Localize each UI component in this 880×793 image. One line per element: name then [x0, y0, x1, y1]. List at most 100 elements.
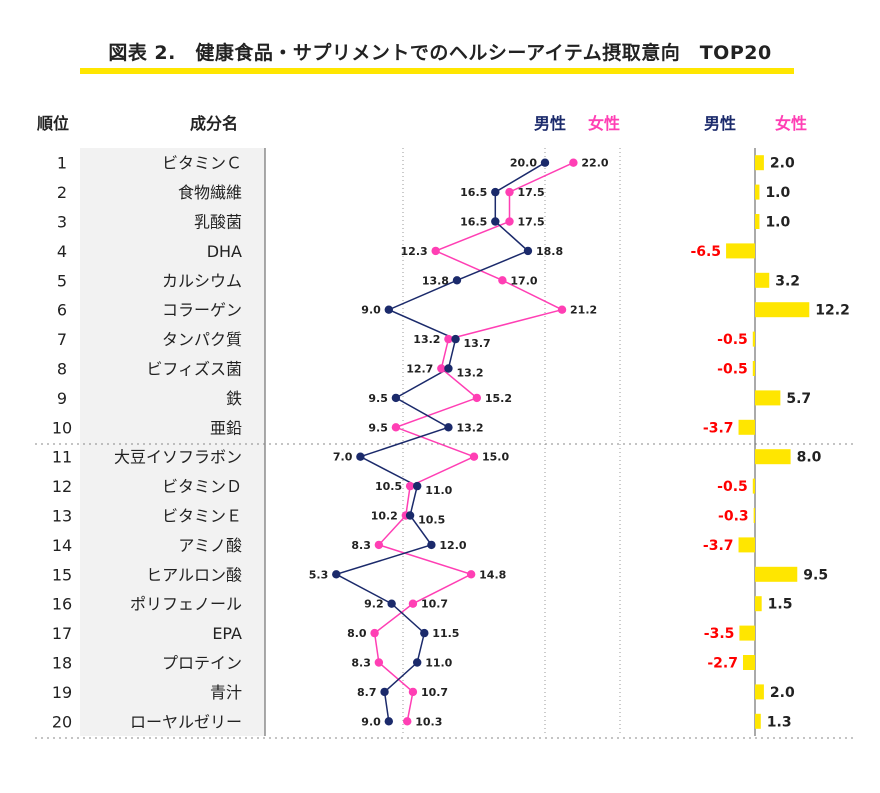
female-point: [505, 217, 514, 226]
diff-value-label: 3.2: [775, 273, 800, 289]
male-point: [380, 687, 389, 697]
diff-value-label: -0.5: [717, 362, 748, 378]
ingredient-name: 食物繊維: [178, 183, 242, 202]
ingredient-name: EPA: [212, 624, 242, 643]
ingredient-name: 大豆イソフラボン: [114, 448, 242, 467]
female-value-label: 12.7: [406, 363, 433, 376]
female-value-label: 8.3: [351, 657, 371, 670]
diff-bar: [755, 302, 810, 318]
male-value-label: 13.2: [456, 367, 483, 380]
female-value-label: 8.0: [347, 627, 367, 640]
male-value-label: 13.2: [456, 421, 483, 434]
diff-value-label: 5.7: [786, 391, 811, 407]
ingredient-name: ローヤルゼリー: [130, 712, 242, 731]
diff-value-label: -3.7: [703, 420, 734, 436]
female-point: [405, 481, 415, 491]
female-point: [472, 393, 482, 403]
rank-number: 1: [57, 154, 67, 173]
female-point: [408, 687, 418, 697]
male-value-label: 10.5: [418, 514, 445, 527]
male-value-label: 16.5: [460, 216, 487, 229]
diff-bar: [742, 655, 755, 670]
female-value-label: 17.5: [518, 186, 545, 199]
rank-number: 10: [52, 418, 72, 437]
ingredient-name: ビフィズス菌: [146, 360, 242, 379]
diff-bar: [752, 331, 755, 347]
ingredient-name: コラーゲン: [162, 301, 242, 320]
female-point: [569, 158, 578, 167]
diff-bar: [755, 214, 760, 229]
diff-bar: [755, 684, 764, 700]
female-value-label: 9.5: [368, 421, 388, 434]
female-value-label: 15.0: [482, 451, 509, 464]
ingredient-name: 青汁: [210, 683, 242, 702]
male-value-label: 9.0: [361, 715, 381, 728]
female-value-label: 10.2: [371, 510, 398, 523]
female-point: [408, 599, 418, 608]
male-point: [413, 481, 422, 491]
male-point: [356, 452, 365, 461]
female-value-label: 8.3: [351, 539, 371, 552]
female-value-label: 13.2: [413, 333, 440, 346]
diff-value-label: -3.5: [704, 626, 735, 642]
title-underline: [80, 68, 794, 74]
male-point: [444, 364, 453, 373]
diff-value-label: -0.5: [717, 479, 748, 495]
diff-value-label: 1.0: [765, 185, 790, 201]
male-point: [523, 246, 533, 256]
male-value-label: 5.3: [309, 568, 329, 581]
diff-value-label: -6.5: [690, 244, 721, 260]
diff-bar: [755, 390, 781, 406]
header-diff-female: 女性: [775, 114, 808, 133]
diff-value-label: -2.7: [707, 656, 738, 672]
female-point: [391, 423, 401, 432]
ingredient-name: ポリフェノール: [130, 595, 242, 614]
rank-number: 8: [57, 360, 67, 379]
diff-bar: [739, 625, 755, 641]
male-value-label: 7.0: [333, 451, 353, 464]
header-female: 女性: [588, 114, 621, 133]
male-value-label: 9.0: [361, 304, 381, 317]
diff-bar: [755, 566, 798, 582]
female-point: [403, 717, 412, 726]
ingredient-panel: [80, 148, 265, 736]
ingredient-name: ヒアルロン酸: [146, 565, 242, 584]
ingredient-name: ビタミンＤ: [162, 477, 242, 496]
female-value-label: 17.5: [518, 216, 545, 229]
female-point: [370, 628, 379, 638]
rank-number: 19: [52, 683, 72, 702]
female-point: [431, 246, 440, 256]
diff-bar: [755, 184, 760, 200]
diff-bar: [752, 361, 755, 376]
male-value-label: 13.7: [464, 337, 491, 350]
female-value-label: 10.7: [421, 686, 448, 699]
diff-value-label: 9.5: [803, 567, 828, 583]
female-point: [374, 658, 384, 667]
male-point: [452, 276, 462, 285]
diff-value-label: -0.5: [717, 332, 748, 348]
rank-number: 13: [52, 507, 72, 526]
ingredient-name: アミノ酸: [178, 536, 242, 555]
male-point: [420, 628, 429, 638]
diff-bar: [755, 272, 770, 288]
diff-bar: [755, 596, 762, 612]
rank-number: 2: [57, 183, 67, 202]
diff-bar: [755, 155, 764, 171]
female-point: [466, 570, 476, 579]
rank-number: 4: [57, 242, 67, 261]
female-value-label: 22.0: [581, 157, 608, 170]
female-value-label: 10.5: [375, 480, 402, 493]
diff-bar: [726, 243, 755, 259]
male-point: [427, 540, 436, 550]
header-ingredient: 成分名: [190, 114, 239, 133]
female-value-label: 10.3: [415, 715, 442, 728]
rank-number: 18: [52, 654, 72, 673]
chart-title: 図表 2. 健康食品・サプリメントでのヘルシーアイテム摂取意向 TOP20: [108, 42, 772, 64]
rank-number: 7: [57, 330, 67, 349]
male-point: [491, 187, 500, 197]
diff-value-label: 8.0: [797, 450, 822, 466]
female-point: [505, 187, 514, 197]
male-value-label: 18.8: [536, 245, 563, 258]
male-value-label: 12.0: [439, 539, 466, 552]
